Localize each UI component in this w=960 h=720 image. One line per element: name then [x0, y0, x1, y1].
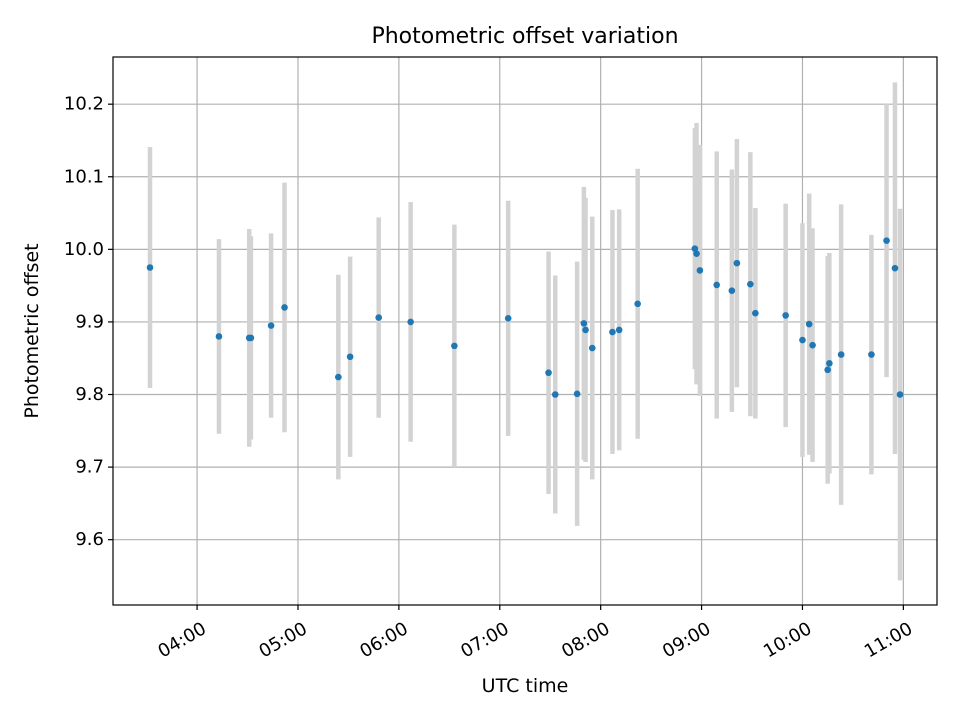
data-point	[407, 318, 414, 326]
data-point	[588, 344, 596, 352]
data-point	[824, 366, 831, 374]
data-point	[883, 237, 890, 244]
data-point	[691, 245, 699, 252]
y-tick-label: 10.0	[64, 239, 104, 260]
data-point	[696, 267, 704, 274]
data-points	[146, 237, 904, 398]
data-point	[281, 304, 288, 311]
data-point	[146, 264, 154, 271]
y-axis-ticks: 9.6 9.7 9.8 9.9 10.0 10.1 10.2	[64, 94, 113, 550]
data-point	[728, 287, 736, 295]
data-point	[551, 391, 559, 398]
data-point	[609, 328, 616, 336]
y-tick-label: 10.1	[64, 166, 104, 187]
y-tick-label: 9.9	[75, 311, 104, 332]
data-point	[868, 351, 875, 358]
data-point	[809, 341, 816, 349]
data-point	[346, 353, 354, 361]
data-point	[826, 359, 833, 367]
data-point	[215, 333, 223, 340]
data-point	[580, 320, 588, 327]
data-point	[504, 314, 512, 322]
data-point	[747, 280, 754, 288]
data-point	[335, 373, 342, 381]
data-point	[375, 314, 382, 321]
data-point	[582, 326, 589, 334]
plot-frame	[112, 56, 938, 606]
data-point	[782, 312, 789, 319]
data-point	[752, 309, 759, 317]
x-axis-label: UTC time	[482, 675, 569, 697]
data-point	[545, 369, 552, 377]
y-axis-label: Photometric offset	[21, 243, 43, 418]
data-point	[573, 390, 581, 398]
data-point	[837, 351, 845, 358]
data-point	[634, 300, 641, 308]
y-tick-label: 9.7	[75, 457, 104, 478]
data-point	[615, 326, 623, 334]
data-point	[693, 250, 700, 257]
data-point	[805, 320, 813, 328]
data-point	[713, 281, 721, 289]
data-point	[896, 391, 904, 398]
data-point	[451, 342, 458, 350]
data-point	[891, 264, 899, 272]
chart-title: Photometric offset variation	[371, 24, 678, 49]
data-point	[799, 336, 806, 344]
y-tick-label: 9.8	[75, 384, 104, 405]
y-tick-label: 10.2	[64, 94, 104, 115]
data-point	[247, 334, 255, 342]
y-tick-label: 9.6	[75, 529, 104, 550]
data-point	[267, 322, 275, 329]
data-point	[733, 259, 741, 267]
